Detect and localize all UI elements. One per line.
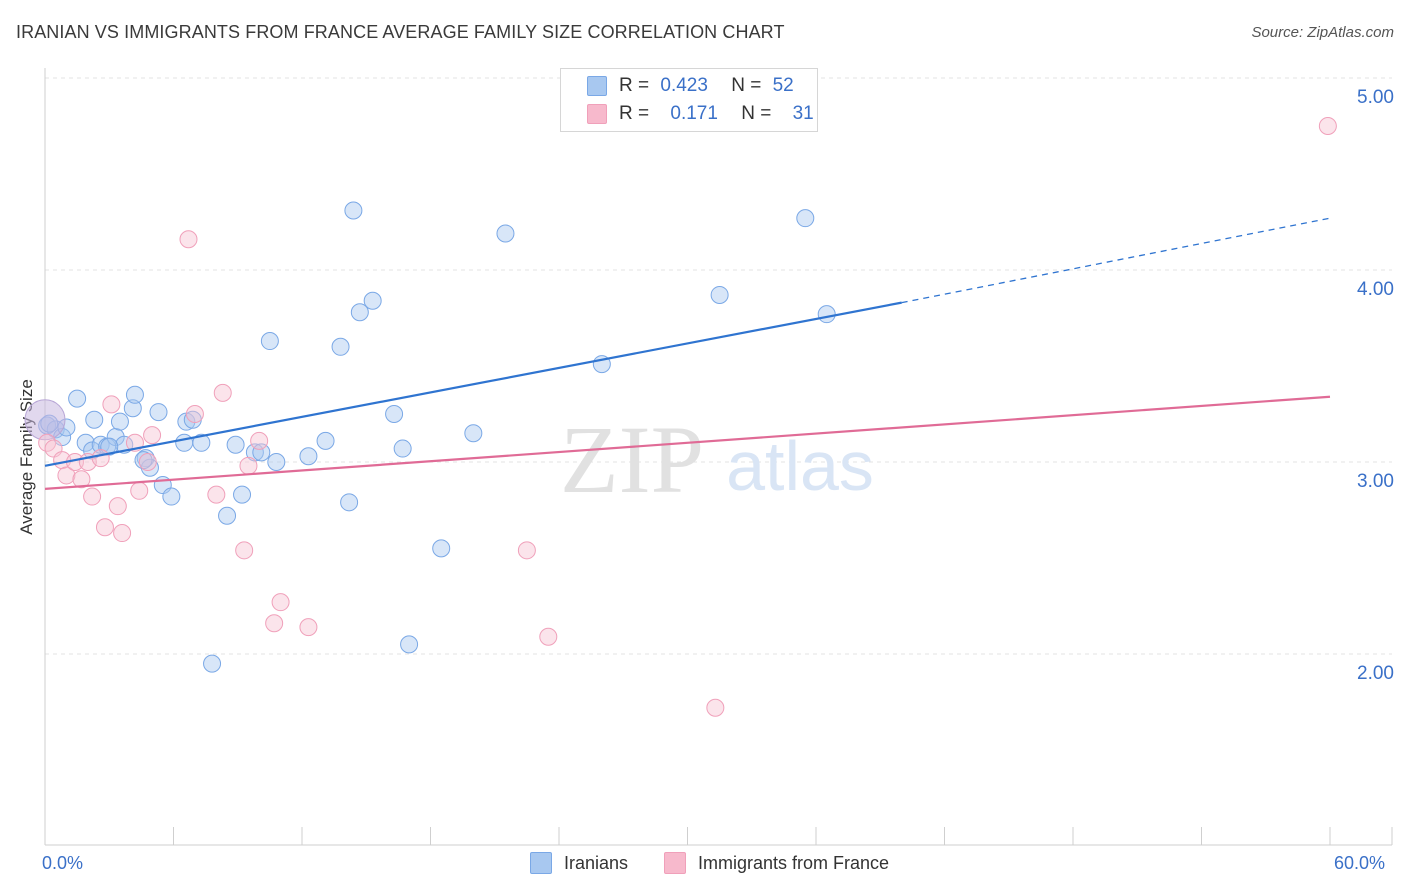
point-france (207, 485, 226, 504)
point-france (185, 405, 204, 423)
r-value-iranians: 0.423 (660, 75, 708, 96)
point-france (108, 497, 127, 516)
grid-lines (45, 77, 1392, 655)
bottom-legend-swatch-iranians (530, 852, 552, 874)
point-france (72, 470, 91, 489)
y-tick-labels: 2.00 3.00 4.00 5.00 (1357, 87, 1394, 684)
r-label: R = (619, 75, 650, 96)
point-iranians (252, 443, 271, 462)
source-label: Source: ZipAtlas.com (1251, 24, 1394, 41)
watermark-zip: ZIP (560, 406, 704, 513)
point-iranians (710, 285, 729, 304)
correlation-legend: R = 0.423 N = 52 R = 0.171 N = 31 (560, 68, 818, 132)
point-france (235, 541, 254, 560)
point-cluster (24, 399, 66, 441)
point-iranians (218, 506, 237, 525)
r-label: R = (619, 103, 650, 124)
point-iranians (233, 485, 252, 504)
y-tick-label: 2.00 (1357, 663, 1394, 684)
trend-line-iranians (44, 301, 902, 467)
point-france (1318, 117, 1337, 135)
axes (44, 68, 1393, 846)
point-iranians (125, 385, 144, 404)
n-label: N = (741, 103, 772, 124)
point-france (271, 593, 290, 612)
point-france (517, 541, 536, 560)
point-iranians (226, 435, 245, 454)
point-iranians (175, 433, 194, 452)
bottom-legend-label-france: Immigrants from France (698, 852, 890, 873)
point-iranians (85, 410, 104, 429)
legend-stats-france: R = 0.171 N = 31 (619, 103, 814, 125)
y-tick-label: 4.00 (1357, 279, 1394, 300)
trend-line-france (44, 395, 1331, 490)
series-iranians (24, 201, 836, 673)
point-france (143, 426, 162, 445)
point-iranians (260, 332, 279, 351)
point-iranians (299, 447, 318, 466)
r-value-france: 0.171 (670, 103, 718, 124)
point-iranians (400, 635, 419, 654)
y-tick-label: 3.00 (1357, 471, 1394, 492)
trend-lines (44, 217, 1331, 490)
point-france (95, 518, 114, 537)
legend-stats-iranians: R = 0.423 N = 52 (619, 75, 794, 97)
legend-swatch-france (587, 104, 607, 124)
point-france (83, 487, 102, 506)
x-tick-label-min: 0.0% (42, 853, 84, 873)
legend-swatch-iranians (587, 76, 607, 96)
point-iranians (796, 209, 815, 228)
trend-line-iranians-extrapolated (901, 217, 1331, 304)
point-iranians (363, 291, 382, 310)
n-label: N = (731, 75, 762, 96)
point-france (265, 614, 284, 633)
point-france (213, 383, 232, 402)
point-iranians (267, 453, 286, 471)
point-france (706, 698, 725, 717)
bottom-legend-swatch-france (664, 852, 686, 874)
x-tick-label-max: 60.0% (1334, 853, 1386, 873)
n-value-france: 31 (792, 103, 814, 124)
point-iranians (385, 405, 404, 423)
point-iranians (817, 305, 836, 324)
point-iranians (203, 654, 222, 673)
point-iranians (162, 487, 181, 506)
point-iranians (340, 493, 359, 512)
watermark-atlas: atlas (726, 427, 874, 505)
point-france (179, 230, 198, 249)
point-france (299, 618, 318, 637)
point-france (250, 431, 269, 450)
point-france (239, 456, 258, 475)
bottom-legend-france: Immigrants from France (664, 852, 889, 874)
point-iranians (123, 399, 142, 418)
bottom-legend-iranians: Iranians (530, 852, 628, 874)
point-france (113, 524, 132, 543)
point-france (130, 481, 149, 500)
chart-title: IRANIAN VS IMMIGRANTS FROM FRANCE AVERAG… (16, 22, 785, 42)
point-iranians (76, 433, 95, 452)
point-iranians (393, 439, 412, 458)
watermark: ZIP atlas (560, 406, 874, 513)
point-france (57, 466, 76, 485)
y-tick-label: 5.00 (1357, 87, 1394, 108)
point-france (91, 449, 110, 468)
point-iranians (149, 403, 168, 422)
point-france (539, 627, 558, 646)
point-iranians (110, 412, 129, 431)
point-iranians (344, 201, 363, 220)
point-france (102, 395, 121, 414)
point-iranians (464, 424, 483, 443)
point-iranians (316, 431, 335, 450)
point-iranians (350, 303, 369, 322)
point-iranians (192, 433, 211, 452)
point-iranians (432, 539, 451, 558)
point-iranians (496, 224, 515, 243)
n-value-iranians: 52 (772, 75, 794, 96)
bottom-legend-label-iranians: Iranians (564, 852, 629, 873)
point-iranians (331, 337, 350, 356)
point-iranians (68, 389, 87, 408)
point-france (138, 453, 157, 471)
